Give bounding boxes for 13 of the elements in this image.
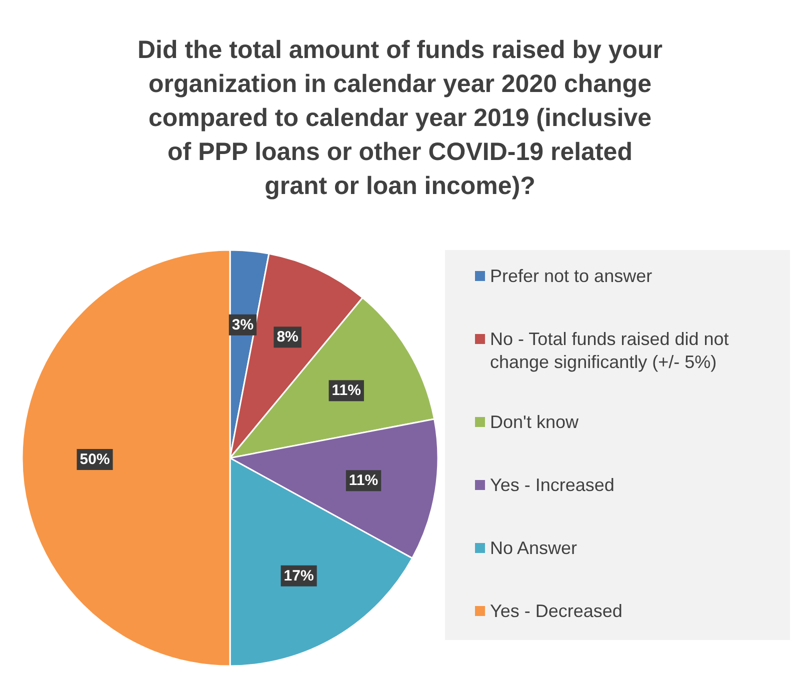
data-label: 3%	[232, 316, 254, 334]
data-label: 11%	[348, 472, 378, 490]
legend-label: No - Total funds raised did not change significantly (+/- 5%)	[490, 329, 729, 372]
legend-label: No Answer	[490, 538, 578, 558]
legend-label: Yes - Decreased	[490, 601, 622, 621]
data-label: 11%	[332, 382, 361, 400]
data-label: 8%	[276, 328, 298, 346]
legend-label: Yes - Increased	[490, 475, 614, 495]
data-label: 50%	[80, 451, 110, 468]
legend-label: Prefer not to answer	[490, 266, 652, 286]
chart-title: Did the total amount of funds raised by your organization in calendar year 2020 change compared to calendar year 2019 (inclusive of PPP loans or other COVID-19 related grant or loan income)?	[137, 36, 663, 200]
data-label: 17%	[284, 567, 314, 584]
legend-label: Don't know	[490, 412, 580, 432]
